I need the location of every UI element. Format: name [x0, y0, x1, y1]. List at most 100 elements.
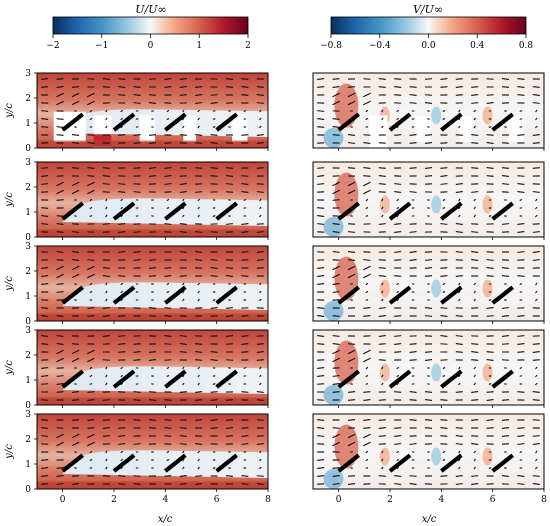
velocity-arrow	[71, 259, 80, 261]
velocity-arrow	[317, 419, 325, 421]
velocity-arrow	[317, 375, 325, 377]
velocity-arrow	[256, 167, 264, 169]
velocity-arrow	[56, 475, 64, 477]
velocity-arrow	[363, 100, 371, 106]
velocity-arrow	[118, 475, 126, 477]
quiver-field	[317, 419, 540, 485]
u-panel-3: 0 1 2 3 y/c	[4, 242, 269, 327]
velocity-arrow	[471, 142, 479, 144]
velocity-arrow	[179, 343, 187, 345]
colorbar-tick-label: −2	[46, 41, 59, 51]
velocity-arrow	[71, 189, 80, 195]
velocity-arrow	[197, 117, 200, 121]
velocity-arrow	[182, 290, 185, 294]
velocity-arrow	[394, 223, 402, 225]
velocity-arrow	[394, 351, 402, 353]
velocity-arrow	[363, 265, 371, 271]
velocity-arrow	[378, 419, 386, 421]
velocity-arrow	[120, 198, 124, 202]
velocity-arrow	[148, 391, 157, 393]
airfoil-3	[164, 285, 187, 305]
velocity-arrow	[486, 427, 494, 429]
velocity-arrow	[394, 183, 402, 185]
velocity-arrow	[332, 335, 340, 337]
velocity-arrow	[41, 475, 49, 477]
velocity-arrow	[87, 259, 95, 261]
vortex-blob	[482, 279, 493, 298]
velocity-arrow	[317, 86, 325, 88]
velocity-arrow	[365, 374, 369, 378]
velocity-arrow	[182, 125, 185, 129]
velocity-arrow	[365, 450, 369, 454]
velocity-arrow	[473, 458, 476, 462]
velocity-arrow	[148, 267, 157, 269]
y-tick-label: 2	[25, 435, 31, 445]
y-tick-label: 3	[25, 410, 31, 420]
velocity-arrow	[118, 94, 126, 96]
velocity-arrow	[486, 391, 494, 393]
velocity-arrow	[241, 183, 249, 185]
velocity-arrow	[501, 435, 510, 437]
velocity-arrow	[71, 357, 80, 363]
velocity-arrow	[195, 86, 203, 88]
velocity-arrow	[87, 142, 95, 144]
velocity-arrow	[394, 343, 402, 345]
velocity-arrow	[89, 126, 93, 128]
colorbar-v-title: V/U∞	[413, 3, 443, 16]
velocity-arrow	[317, 467, 325, 469]
velocity-arrow	[259, 206, 262, 210]
velocity-arrow	[347, 92, 356, 98]
x-tick-label: 6	[490, 495, 496, 505]
velocity-arrow	[501, 399, 510, 401]
velocity-arrow	[256, 391, 264, 393]
velocity-arrow	[71, 134, 80, 136]
velocity-arrow	[458, 290, 461, 294]
velocity-arrow	[365, 458, 369, 462]
velocity-arrow	[409, 359, 417, 361]
velocity-arrow	[164, 475, 172, 477]
velocity-arrow	[440, 167, 448, 169]
velocity-arrow	[535, 450, 538, 454]
vortex-blob	[482, 195, 493, 214]
velocity-arrow	[56, 391, 64, 393]
velocity-arrow	[409, 351, 417, 353]
velocity-arrow	[89, 366, 93, 370]
velocity-arrow	[89, 117, 93, 121]
velocity-arrow	[378, 267, 386, 269]
velocity-arrow	[120, 466, 123, 470]
velocity-arrow	[210, 259, 218, 261]
velocity-arrow	[195, 102, 203, 104]
velocity-arrow	[473, 298, 476, 302]
velocity-arrow	[378, 335, 386, 337]
velocity-arrow	[532, 167, 540, 169]
velocity-arrow	[394, 443, 402, 445]
velocity-arrow	[458, 206, 461, 210]
velocity-arrow	[179, 134, 187, 136]
x-tick-label: 0	[336, 495, 342, 505]
velocity-arrow	[394, 315, 402, 317]
airfoil-1	[61, 201, 84, 221]
velocity-arrow	[347, 189, 356, 195]
velocity-arrow	[118, 315, 126, 317]
velocity-arrow	[133, 102, 141, 104]
velocity-arrow	[164, 78, 172, 80]
velocity-arrow	[532, 102, 540, 104]
velocity-arrow	[133, 259, 141, 261]
velocity-arrow	[118, 223, 126, 225]
velocity-arrow	[241, 223, 249, 225]
wake-region	[62, 282, 268, 310]
velocity-arrow	[365, 206, 369, 210]
x-axis-label-right: x/c	[422, 514, 437, 525]
velocity-arrow	[56, 375, 64, 377]
velocity-arrow	[105, 450, 108, 454]
velocity-arrow	[105, 374, 108, 378]
colorbar-tick-label: 0.0	[421, 41, 436, 51]
velocity-arrow	[347, 100, 356, 106]
velocity-arrow	[89, 450, 93, 454]
masked-region	[183, 115, 197, 142]
velocity-arrow	[473, 366, 477, 370]
velocity-arrow	[179, 443, 187, 445]
velocity-arrow	[471, 359, 479, 361]
velocity-arrow	[473, 290, 476, 294]
colorbar-tick-label: −0.4	[369, 41, 391, 51]
